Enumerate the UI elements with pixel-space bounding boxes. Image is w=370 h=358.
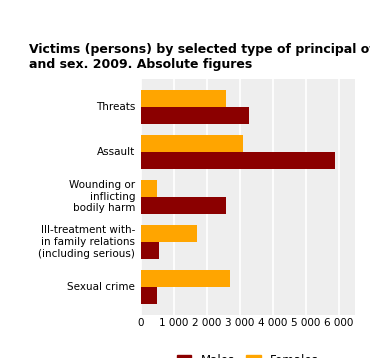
Bar — [141, 197, 226, 214]
Bar — [141, 287, 157, 304]
Bar — [141, 180, 157, 197]
Text: Victims (persons) by selected type of principal offence
and sex. 2009. Absolute : Victims (persons) by selected type of pr… — [29, 43, 370, 71]
Bar — [141, 270, 230, 287]
Bar — [141, 225, 197, 242]
Bar — [141, 152, 335, 169]
Bar — [141, 135, 243, 152]
Legend: Males, Females: Males, Females — [172, 349, 323, 358]
Bar — [141, 242, 159, 259]
Bar — [141, 90, 226, 107]
Bar — [141, 107, 249, 124]
